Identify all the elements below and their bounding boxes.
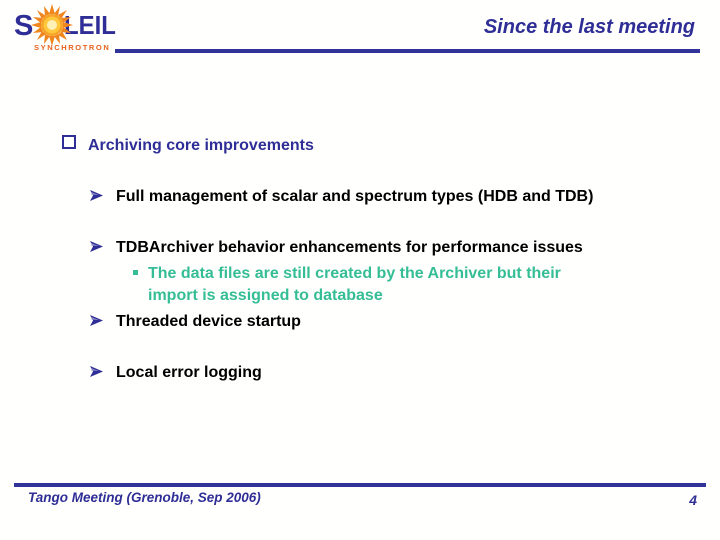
heading-text: Archiving core improvements bbox=[88, 137, 314, 154]
bullet-text: TDBArchiver behavior enhancements for pe… bbox=[116, 239, 583, 256]
bullet-item-archiving-heading: Archiving core improvements bbox=[62, 135, 314, 155]
arrowhead-bullet-icon bbox=[90, 239, 104, 257]
slide-title: Since the last meeting bbox=[483, 16, 695, 38]
logo-letter-s: S bbox=[14, 10, 34, 42]
bullet-text: Threaded device startup bbox=[116, 313, 301, 330]
arrowhead-bullet-icon bbox=[90, 313, 104, 331]
sub-bullet-text: The data files are still created by the … bbox=[148, 265, 561, 304]
arrowhead-bullet-icon bbox=[90, 188, 104, 206]
bullet-item-tdbarchiver: TDBArchiver behavior enhancements for pe… bbox=[90, 239, 583, 257]
logo-subtitle: SYNCHROTRON bbox=[34, 43, 111, 52]
header-divider-line bbox=[115, 49, 700, 53]
arrowhead-bullet-icon bbox=[90, 364, 104, 382]
square-bullet-icon bbox=[62, 135, 76, 149]
bullet-item-threaded-startup: Threaded device startup bbox=[90, 313, 301, 331]
sub-bullet-data-files: The data files are still created by the … bbox=[133, 263, 633, 307]
soleil-logo: S LEIL bbox=[8, 2, 123, 58]
bullet-text: Full management of scalar and spectrum t… bbox=[116, 188, 594, 205]
sun-icon bbox=[31, 4, 73, 51]
footer-divider-line bbox=[14, 483, 706, 487]
page-number: 4 bbox=[689, 492, 697, 508]
bullet-text: Local error logging bbox=[116, 364, 262, 381]
bullet-item-local-error-logging: Local error logging bbox=[90, 364, 262, 382]
footer-meeting-label: Tango Meeting (Grenoble, Sep 2006) bbox=[28, 490, 261, 505]
dot-bullet-icon bbox=[133, 270, 138, 275]
bullet-item-full-management: Full management of scalar and spectrum t… bbox=[90, 188, 593, 206]
